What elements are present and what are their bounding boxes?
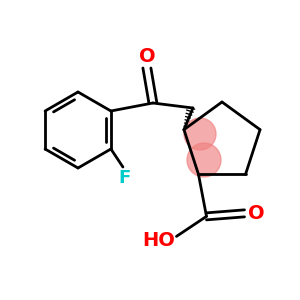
Text: F: F [119,169,131,187]
Text: HO: HO [142,231,175,250]
Circle shape [187,143,221,177]
Circle shape [184,118,216,150]
Text: O: O [139,46,155,65]
Text: O: O [248,204,265,223]
